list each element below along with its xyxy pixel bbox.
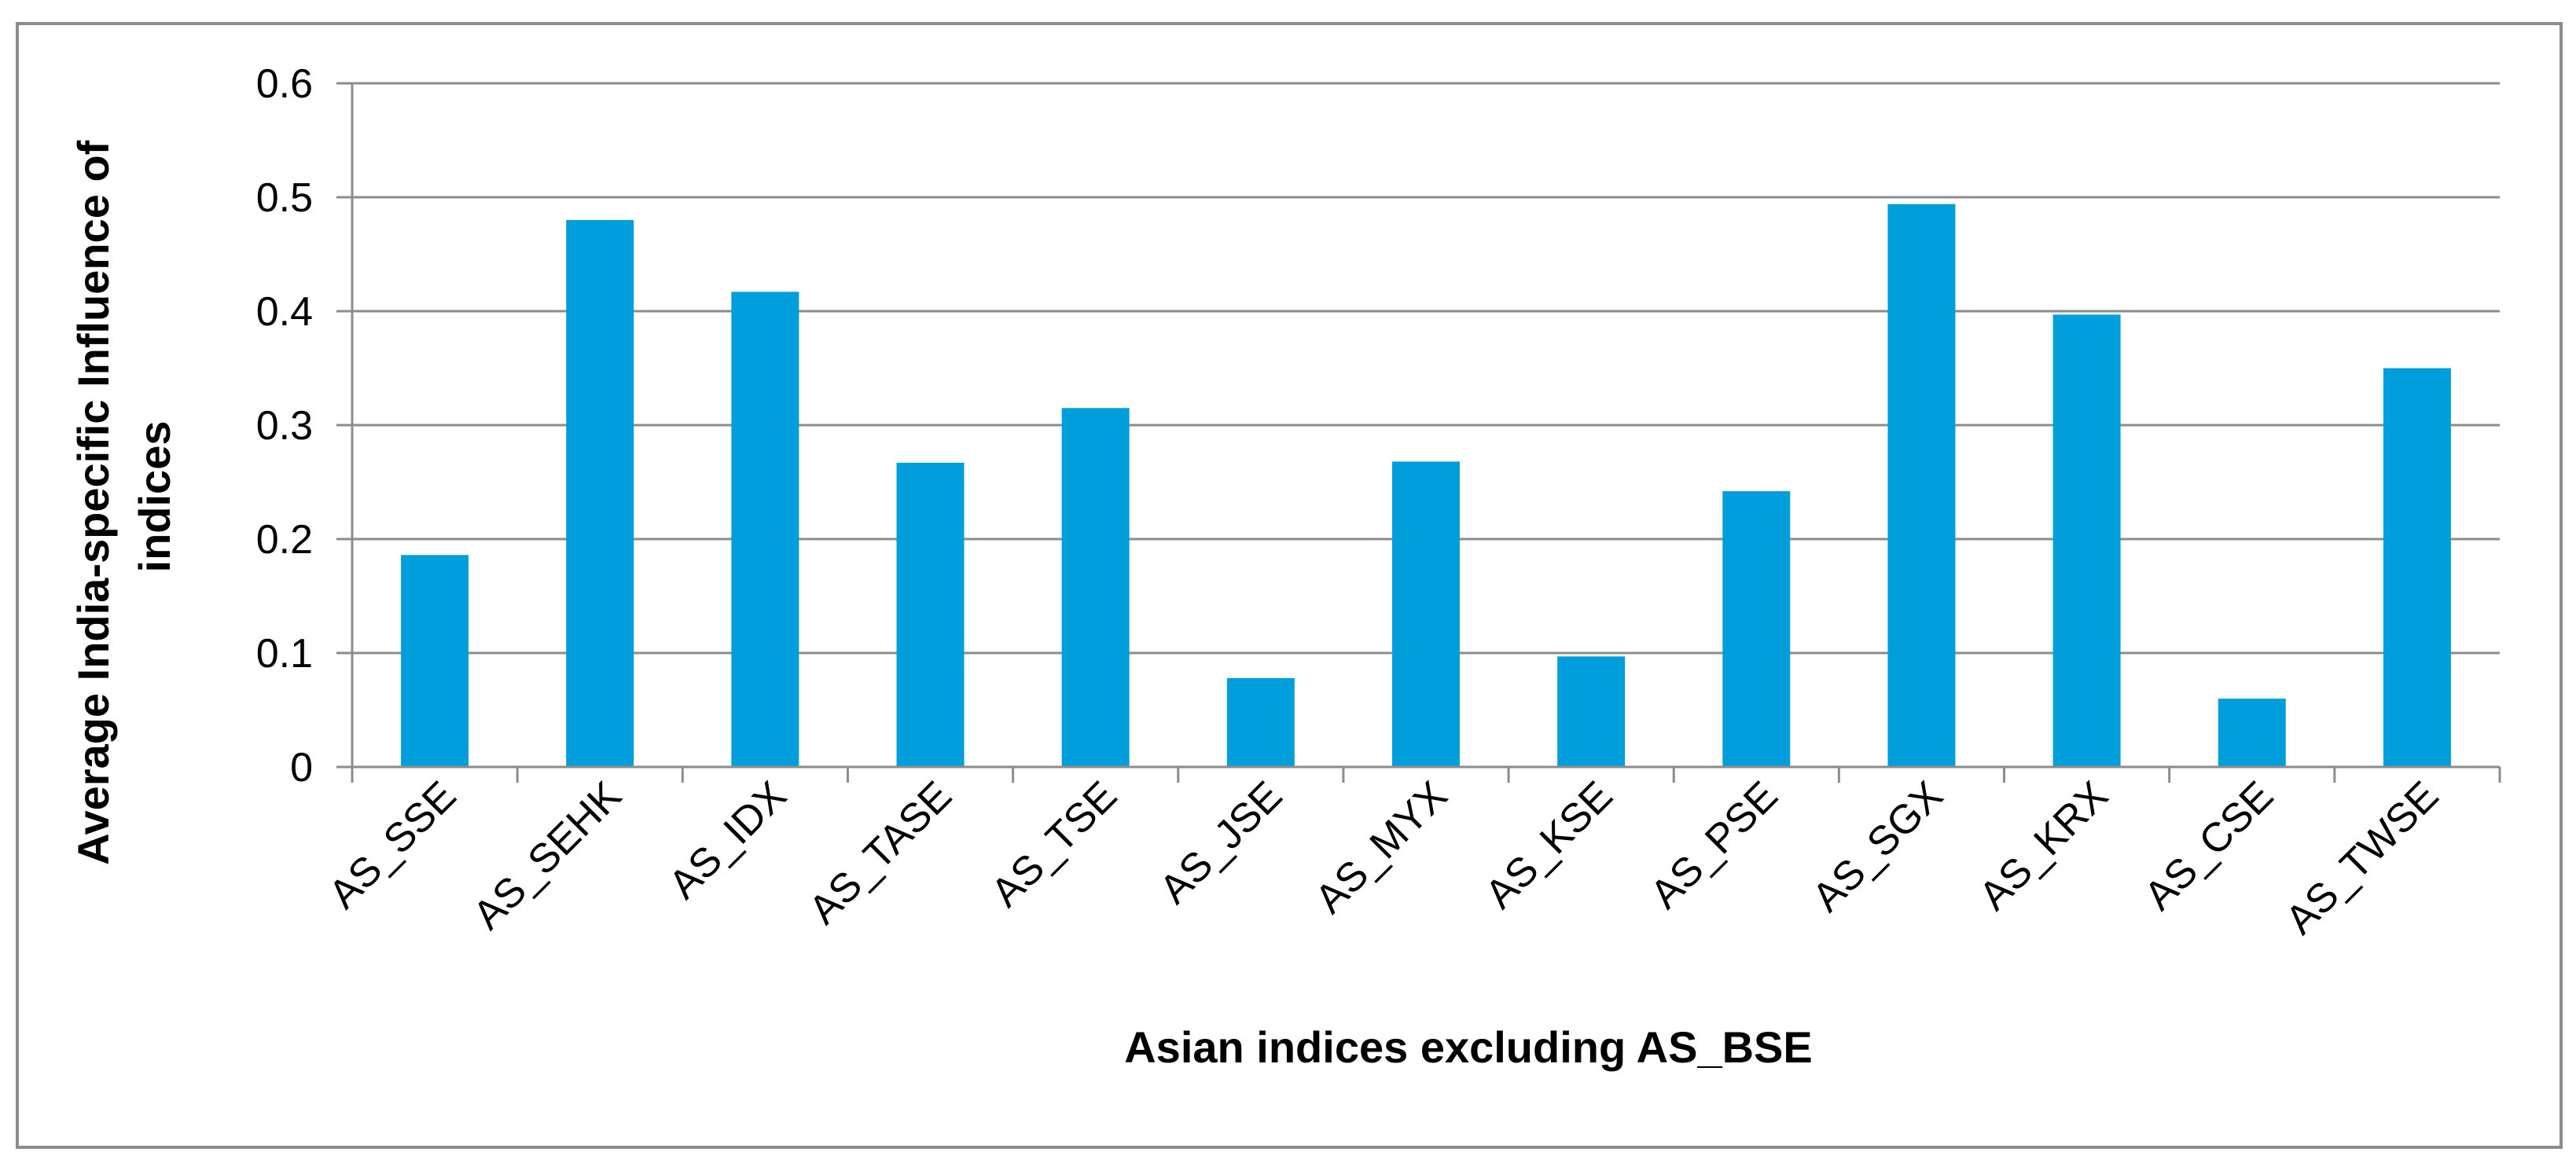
gridlines [336,82,2500,769]
axes [336,83,2501,783]
bar-as-tase [896,462,965,767]
bar-as-sgx [1887,204,1956,767]
y-tick-label: 0.6 [256,61,313,107]
x-axis-title: Asian indices excluding AS_BSE [1124,1022,1813,1072]
bar-as-krx [2052,314,2121,768]
bar-as-kse [1557,656,1626,767]
y-tick-label: 0.5 [256,175,313,221]
bar-as-pse [1722,491,1791,767]
bar-as-jse [1226,677,1295,767]
chart-border [16,22,2563,1149]
y-tick-label: 0.2 [256,517,313,563]
bars [401,204,2451,768]
y-tick-labels: 0 0.1 0.2 0.3 0.4 0.5 0.6 [256,61,313,791]
bar-as-sse [401,555,469,767]
bar-as-sehk [566,220,634,767]
bar-as-cse [2218,699,2286,767]
y-tick-label: 0.1 [256,631,313,677]
y-axis-title-line-1: Average India-specific Influence of [68,140,118,865]
bar-as-myx [1392,461,1460,767]
y-tick-label: 0.3 [256,403,313,449]
y-axis-title-line-2: indices [130,421,179,573]
y-tick-label: 0.4 [256,289,313,335]
y-tick-label: 0 [290,745,313,791]
bar-as-tse [1061,408,1130,767]
y-axis-title: Average India-specific Influence of indi… [68,128,179,865]
bar-as-idx [731,292,799,768]
bar-as-twse [2383,368,2451,767]
